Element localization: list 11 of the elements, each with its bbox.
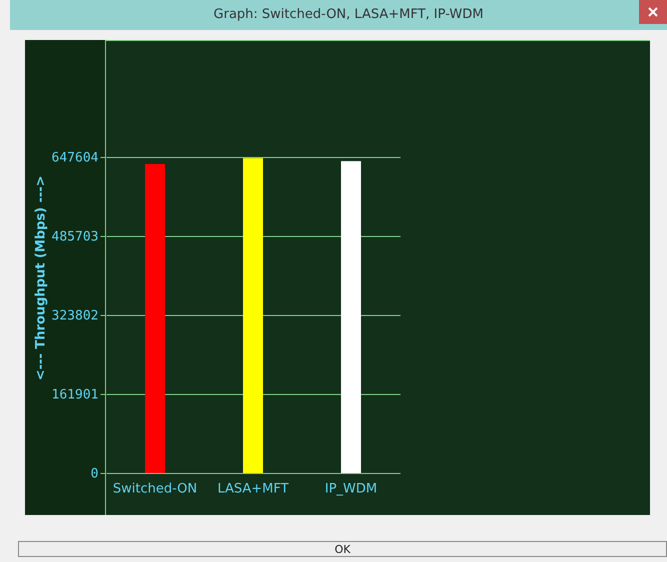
x-tick-label: IP_WDM [324, 482, 378, 496]
y-tick-label: 485703 [52, 229, 98, 244]
y-axis-title: <--- Throughput (Mbps) ---> [34, 176, 49, 380]
y-tick-label: 161901 [52, 387, 98, 402]
x-tick-label: LASA+MFT [217, 482, 289, 496]
y-tick-label: 647604 [52, 150, 99, 166]
x-tick-label: Switched-ON [112, 482, 198, 496]
text: OK [18, 541, 667, 557]
y-tick-label: 0 [90, 466, 98, 482]
chart-title: Graph: Switched-ON, LASA+MFT, IP-WDM [212, 7, 484, 22]
y-tick-label: 323802 [52, 308, 98, 324]
